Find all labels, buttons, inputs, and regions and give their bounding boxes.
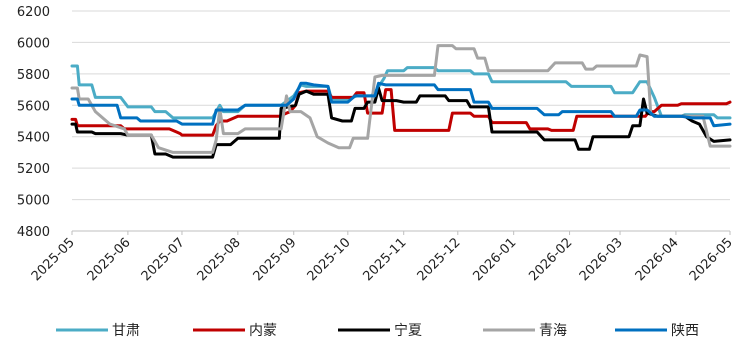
x-tick-label: 2025-07 <box>139 235 188 284</box>
x-tick-label: 2026-01 <box>470 235 519 284</box>
x-tick-label: 2026-03 <box>577 235 626 284</box>
legend-label: 内蒙 <box>249 323 277 339</box>
x-tick-label: 2025-12 <box>415 235 464 284</box>
series-line-青海 <box>70 44 732 154</box>
y-tick-label: 5600 <box>17 99 50 114</box>
x-tick-label: 2025-10 <box>305 235 354 284</box>
x-tick-label: 2026-04 <box>633 235 682 284</box>
x-tick-label: 2025-05 <box>29 235 78 284</box>
series-line-宁夏 <box>70 86 732 159</box>
legend-label: 宁夏 <box>394 322 422 339</box>
x-tick-label: 2025-08 <box>195 235 244 284</box>
y-tick-label: 5400 <box>17 131 50 146</box>
x-tick-label: 2026-02 <box>526 235 575 284</box>
y-axis: 4800 5000 5200 5400 5600 5800 6000 6200 <box>17 5 50 240</box>
y-tick-label: 6000 <box>17 36 50 51</box>
x-tick-label: 2025-09 <box>251 235 300 284</box>
legend-label: 陕西 <box>671 323 699 339</box>
series-line-内蒙 <box>70 88 732 137</box>
legend-label: 甘肃 <box>112 323 140 339</box>
x-tick-label: 2025-11 <box>361 235 410 284</box>
y-tick-label: 4800 <box>17 225 50 240</box>
y-tick-label: 5200 <box>17 162 50 177</box>
plot-area <box>70 44 732 159</box>
series-line-陕西 <box>70 81 732 128</box>
y-tick-label: 5800 <box>17 68 50 83</box>
legend-label: 青海 <box>539 323 567 339</box>
y-tick-label: 5000 <box>17 194 50 209</box>
x-tick-label: 2026-05 <box>687 235 736 284</box>
x-tick-label: 2025-06 <box>85 235 134 284</box>
grid-layer <box>72 10 730 232</box>
legend: 甘肃 内蒙 宁夏 青海 陕西 <box>56 322 699 339</box>
x-axis: 2025-05 2025-06 2025-07 2025-08 2025-09 2025-… <box>29 231 736 284</box>
y-tick-label: 6200 <box>17 5 50 20</box>
